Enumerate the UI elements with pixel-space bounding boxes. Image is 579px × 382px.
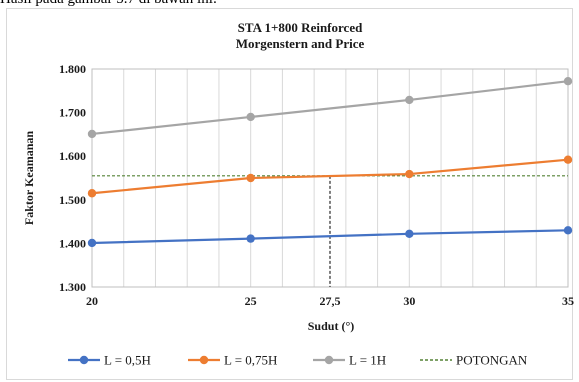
chart-title-line-2: Morgenstern and Price [236, 36, 365, 51]
data-point [563, 226, 573, 235]
legend-swatch-marker [324, 355, 334, 365]
series-line [91, 229, 569, 245]
legend-label: L = 0,5H [104, 353, 151, 368]
legend: L = 0,5H L = 0,75H L = 1H POTONGAN [68, 353, 528, 368]
series-line [91, 158, 569, 195]
data-point [246, 112, 255, 122]
y-tick-label: 1.700 [59, 106, 86, 120]
data-point [87, 189, 97, 198]
y-tick-label: 1.800 [59, 62, 86, 76]
legend-label: POTONGAN [456, 353, 528, 368]
x-tick-label: 20 [86, 294, 98, 308]
x-axis-ticks: 20 25 27,5 30 35 [86, 294, 574, 308]
data-point [87, 238, 97, 248]
series-line [91, 80, 569, 136]
y-axis-ticks: 1.300 1.400 1.500 1.600 1.700 1.800 [59, 62, 86, 294]
data-point [246, 173, 255, 183]
data-point [87, 129, 97, 139]
legend-swatch-marker [199, 355, 209, 365]
data-point [405, 95, 414, 105]
data-point [563, 155, 573, 164]
y-tick-label: 1.300 [59, 280, 86, 294]
legend-item: L = 0,75H [188, 353, 277, 368]
series-2 [87, 155, 573, 198]
y-axis-label: Faktor Keamanan [22, 131, 36, 225]
data-point [405, 229, 414, 239]
y-tick-label: 1.600 [59, 149, 86, 163]
data-point [405, 169, 414, 179]
series-group [87, 77, 573, 248]
legend-item: L = 0,5H [68, 353, 151, 368]
series-1 [87, 226, 573, 248]
y-tick-label: 1.500 [59, 193, 86, 207]
chart-title-line-1: STA 1+800 Reinforced [238, 20, 363, 35]
y-tick-label: 1.400 [59, 236, 86, 250]
x-tick-label: 27,5 [320, 294, 341, 308]
x-tick-label: 35 [562, 294, 574, 308]
x-tick-label: 25 [245, 294, 257, 308]
series-3 [87, 77, 573, 139]
legend-label: L = 1H [349, 353, 386, 368]
x-axis-label: Sudut (°) [308, 319, 354, 333]
chart-frame [6, 8, 573, 380]
legend-item: POTONGAN [420, 353, 528, 368]
legend-swatch-marker [79, 355, 89, 365]
top-caption: Hasil pada gambar 5.7 di bawah ini: [0, 0, 217, 9]
data-point [246, 234, 255, 243]
x-tick-label: 30 [403, 294, 415, 308]
legend-label: L = 0,75H [224, 353, 277, 368]
legend-item: L = 1H [313, 353, 386, 368]
data-point [563, 77, 573, 86]
